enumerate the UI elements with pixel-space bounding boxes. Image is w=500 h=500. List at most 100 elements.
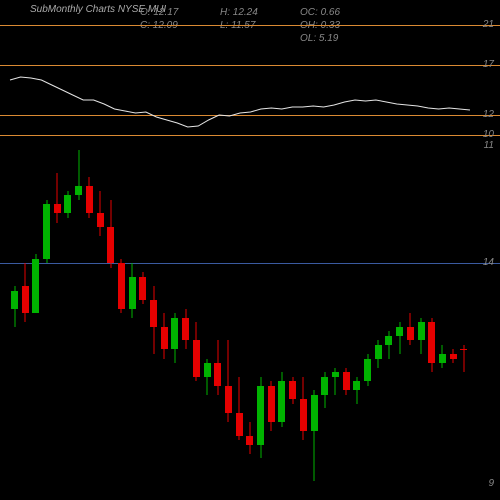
candle-body bbox=[364, 359, 371, 382]
candle-body bbox=[11, 291, 18, 309]
candle-body bbox=[332, 372, 339, 377]
candle-body bbox=[54, 204, 61, 213]
candle bbox=[299, 150, 308, 490]
candle bbox=[160, 150, 169, 490]
candle bbox=[117, 150, 126, 490]
candlestick-panel: 14119 bbox=[0, 150, 500, 490]
candle bbox=[320, 150, 329, 490]
candle-body bbox=[236, 413, 243, 436]
candle bbox=[459, 150, 468, 490]
candle bbox=[310, 150, 319, 490]
candle bbox=[170, 150, 179, 490]
candle-body bbox=[139, 277, 146, 300]
candle-body bbox=[321, 377, 328, 395]
candle bbox=[374, 150, 383, 490]
candle bbox=[449, 150, 458, 490]
h-label: H: bbox=[220, 7, 230, 18]
candle-body bbox=[193, 340, 200, 376]
candle bbox=[235, 150, 244, 490]
axis-label: 9 bbox=[488, 478, 494, 489]
candle-wick bbox=[57, 173, 58, 223]
candle-body bbox=[257, 386, 264, 445]
candle bbox=[427, 150, 436, 490]
candle bbox=[256, 150, 265, 490]
candle bbox=[363, 150, 372, 490]
candle-body bbox=[32, 259, 39, 313]
candle bbox=[352, 150, 361, 490]
candle bbox=[288, 150, 297, 490]
candle-body bbox=[450, 354, 457, 359]
candle-body bbox=[278, 381, 285, 422]
axis-label: 14 bbox=[483, 257, 494, 268]
candle-body bbox=[64, 195, 71, 213]
candle-body bbox=[396, 327, 403, 336]
candle bbox=[106, 150, 115, 490]
indicator-line bbox=[0, 25, 500, 135]
candle-body bbox=[246, 436, 253, 445]
candle bbox=[10, 150, 19, 490]
candle bbox=[138, 150, 147, 490]
candle-body bbox=[86, 186, 93, 213]
candle bbox=[192, 150, 201, 490]
upper-indicator-panel: 21171210 bbox=[0, 25, 500, 135]
candle-body bbox=[171, 318, 178, 350]
o-label: O: bbox=[140, 7, 151, 18]
candle bbox=[96, 150, 105, 490]
candle bbox=[21, 150, 30, 490]
candle bbox=[42, 150, 51, 490]
candle bbox=[277, 150, 286, 490]
candle-body bbox=[22, 286, 29, 313]
candle-body bbox=[75, 186, 82, 195]
candle bbox=[31, 150, 40, 490]
candle-body bbox=[428, 322, 435, 363]
candle-body bbox=[214, 363, 221, 386]
candle bbox=[53, 150, 62, 490]
oc-val: 0.66 bbox=[321, 7, 340, 18]
candle bbox=[213, 150, 222, 490]
candle bbox=[181, 150, 190, 490]
candle bbox=[128, 150, 137, 490]
candle bbox=[267, 150, 276, 490]
candle bbox=[406, 150, 415, 490]
candle-body bbox=[407, 327, 414, 341]
candle-body bbox=[107, 227, 114, 263]
candle bbox=[417, 150, 426, 490]
candle bbox=[74, 150, 83, 490]
candle bbox=[245, 150, 254, 490]
candle-body bbox=[353, 381, 360, 390]
candle-body bbox=[385, 336, 392, 345]
candle-body bbox=[97, 213, 104, 227]
axis-label: 11 bbox=[484, 140, 494, 151]
grid-line bbox=[0, 135, 500, 136]
candle-body bbox=[150, 300, 157, 327]
candle-body bbox=[268, 386, 275, 422]
candle bbox=[149, 150, 158, 490]
candle-body bbox=[161, 327, 168, 350]
candle bbox=[342, 150, 351, 490]
oc-label: OC: bbox=[300, 7, 318, 18]
candle bbox=[384, 150, 393, 490]
candle-body bbox=[300, 399, 307, 431]
candle-body bbox=[311, 395, 318, 431]
h-val: 12.24 bbox=[233, 7, 258, 18]
o-val: 12.17 bbox=[153, 7, 178, 18]
candle bbox=[224, 150, 233, 490]
candle-body bbox=[118, 263, 125, 308]
candle bbox=[438, 150, 447, 490]
candle-body bbox=[129, 277, 136, 309]
candle-body bbox=[204, 363, 211, 377]
candle bbox=[63, 150, 72, 490]
candle-body bbox=[460, 349, 467, 350]
candle bbox=[395, 150, 404, 490]
candle-body bbox=[289, 381, 296, 399]
candle-body bbox=[43, 204, 50, 258]
candle bbox=[331, 150, 340, 490]
candle-body bbox=[439, 354, 446, 363]
candle-body bbox=[225, 386, 232, 413]
candle-body bbox=[182, 318, 189, 341]
candle bbox=[85, 150, 94, 490]
candle bbox=[203, 150, 212, 490]
candle-body bbox=[418, 322, 425, 340]
candle-body bbox=[343, 372, 350, 390]
candle-body bbox=[375, 345, 382, 359]
